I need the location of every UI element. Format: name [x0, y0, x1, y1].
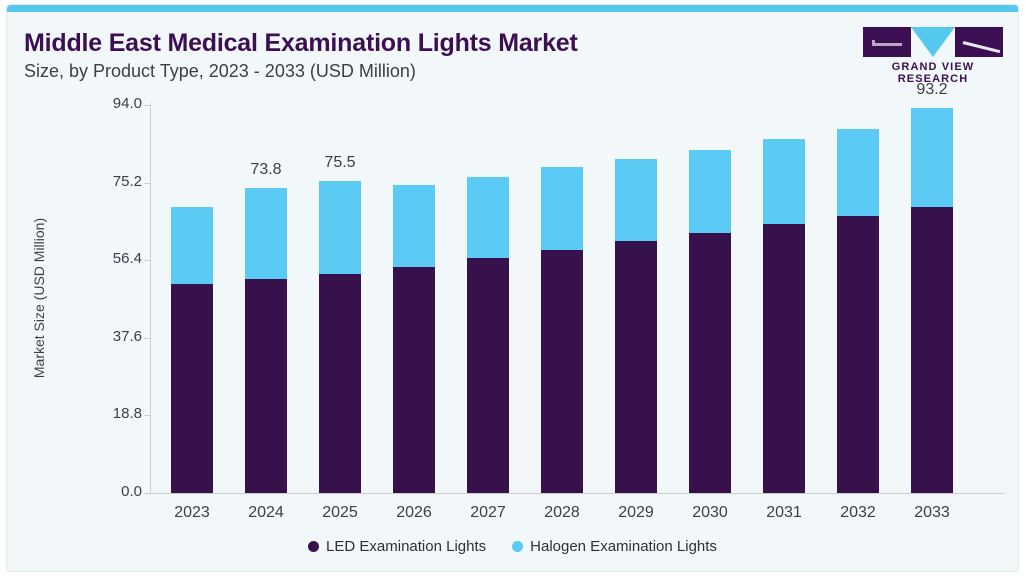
y-axis-labels: 0.0 18.8 37.6 56.4 75.2 94.0: [67, 5, 142, 571]
y-axis-tick: [144, 105, 150, 106]
logo-marks: [857, 27, 1009, 57]
y-axis-tick-label: 75.2: [112, 172, 142, 190]
bar-group[interactable]: [837, 129, 879, 493]
page-title: Middle East Medical Examination Lights M…: [24, 29, 578, 57]
v-triangle-icon: [911, 27, 955, 57]
bar-segment-led[interactable]: [319, 273, 361, 493]
legend-marker-icon: [308, 541, 320, 552]
legend-label: Halogen Examination Lights: [530, 538, 717, 555]
y-axis-tick: [144, 260, 150, 262]
bar-segment-led[interactable]: [837, 216, 879, 493]
legend-marker-icon: [512, 541, 524, 552]
bar-value-label: 73.8: [250, 161, 282, 179]
x-axis-tick-label: 2026: [396, 504, 432, 521]
bar-segment-led[interactable]: [467, 258, 509, 493]
chart-legend: LED Examination Lights Halogen Examinatio…: [7, 538, 1018, 555]
bar-group[interactable]: [467, 176, 509, 493]
y-axis-tick: [144, 337, 150, 339]
x-axis-tick-label: 2033: [914, 504, 950, 521]
x-axis-tick-label: 2028: [544, 504, 580, 521]
bar-group[interactable]: [615, 158, 657, 493]
x-axis-line: [150, 493, 1005, 494]
x-axis-tick-label: 2023: [174, 504, 210, 521]
bar-segment-halogen[interactable]: [689, 149, 731, 233]
bar-value-label: 93.2: [916, 81, 948, 99]
legend-label: LED Examination Lights: [326, 538, 487, 555]
bar-segment-halogen[interactable]: [541, 166, 583, 251]
bar-segment-halogen[interactable]: [615, 158, 657, 242]
g-block-icon: [863, 27, 911, 57]
logo-wordmark: GRAND VIEW RESEARCH: [891, 61, 975, 85]
y-axis-tick-label: 18.8: [112, 405, 142, 423]
bar-group[interactable]: [689, 149, 731, 493]
x-axis-tick-label: 2032: [840, 504, 876, 521]
legend-item[interactable]: LED Examination Lights: [308, 538, 486, 555]
page-subtitle: Size, by Product Type, 2023 - 2033 (USD …: [24, 61, 416, 81]
bar-group[interactable]: [763, 138, 805, 493]
bar-segment-led[interactable]: [245, 279, 287, 493]
bar-value-label: 75.5: [324, 154, 356, 172]
bar-segment-led[interactable]: [393, 267, 435, 493]
y-axis-tick-label: 56.4: [112, 250, 142, 268]
x-axis-tick-label: 2031: [766, 504, 802, 521]
x-axis-tick-label: 2030: [692, 504, 728, 521]
g-inner-tick-icon: [872, 40, 875, 45]
bar-segment-led[interactable]: [689, 232, 731, 493]
bar-segment-halogen[interactable]: [467, 176, 509, 259]
y-axis-line: [150, 103, 151, 493]
bar-group[interactable]: [911, 108, 953, 493]
bar-segment-halogen[interactable]: [393, 185, 435, 268]
bar-segment-led[interactable]: [171, 284, 213, 493]
brand-logo: GRAND VIEW RESEARCH: [857, 27, 1009, 85]
g-inner-bar-icon: [872, 43, 902, 46]
chart-card: Middle East Medical Examination Lights M…: [7, 5, 1018, 571]
x-axis-tick-label: 2025: [322, 504, 358, 521]
bar-group[interactable]: [245, 188, 287, 493]
y-axis-tick-label: 94.0: [112, 95, 142, 112]
bar-segment-led[interactable]: [541, 250, 583, 493]
y-axis-tick: [144, 415, 150, 417]
x-axis-tick-label: 2029: [618, 504, 654, 521]
y-axis-tick-label: 0.0: [121, 483, 142, 500]
bar-segment-halogen[interactable]: [763, 138, 805, 224]
bar-group[interactable]: [541, 166, 583, 493]
legend-item[interactable]: Halogen Examination Lights: [512, 538, 717, 555]
bar-group[interactable]: [393, 185, 435, 493]
bar-group[interactable]: [319, 181, 361, 493]
y-axis-tick: [144, 182, 150, 184]
chart-plot-area: 0.0 18.8 37.6 56.4 75.2 94.0 Market Size (USD…: [7, 5, 1018, 571]
bar-segment-halogen[interactable]: [171, 206, 213, 285]
bar-segment-halogen[interactable]: [245, 188, 287, 280]
bar-segment-halogen[interactable]: [837, 129, 879, 217]
y-axis-title: Market Size (USD Million): [31, 217, 47, 379]
bar-segment-led[interactable]: [615, 241, 657, 493]
bar-segment-led[interactable]: [763, 223, 805, 493]
x-axis-tick-label: 2027: [470, 504, 506, 521]
y-axis-tick: [144, 493, 150, 494]
bar-segment-halogen[interactable]: [911, 108, 953, 207]
bar-segment-led[interactable]: [911, 206, 953, 493]
x-axis-tick-label: 2024: [248, 504, 284, 521]
bar-segment-halogen[interactable]: [319, 181, 361, 274]
bar-group[interactable]: [171, 206, 213, 493]
accent-top-bar: [7, 5, 1018, 12]
y-axis-tick-label: 37.6: [112, 327, 142, 345]
